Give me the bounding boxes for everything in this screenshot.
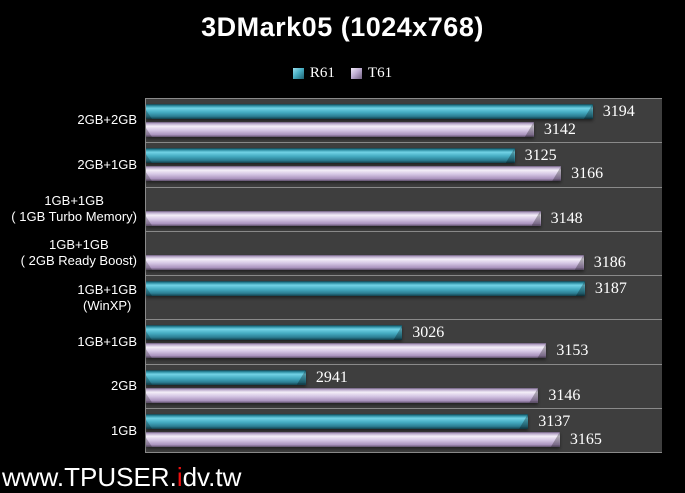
value-label-r61: 3187	[594, 280, 627, 297]
category-band: 3194 3142	[146, 99, 662, 144]
category-cell: 2GB+1GB	[0, 142, 137, 186]
bar-t61	[146, 387, 539, 403]
category-band: 3148	[146, 187, 662, 232]
category-cell: 2GB+2GB	[0, 98, 137, 142]
legend-item-t61: T61	[350, 64, 393, 82]
bar-t61	[146, 210, 541, 226]
legend-swatch-t61-icon	[350, 67, 362, 79]
value-label-t61: 3166	[571, 165, 604, 183]
legend-label-r61: R61	[309, 64, 335, 81]
bar-r61	[146, 104, 593, 119]
bar-r61	[146, 325, 403, 341]
category-label: 1GB+1GB	[77, 334, 137, 350]
category-band: 3125 3166	[146, 143, 662, 188]
category-band: 3026 3153	[146, 320, 662, 365]
category-cell: 2GB	[0, 364, 137, 408]
category-cell: 1GB	[0, 409, 137, 453]
plot-area: 3194 3142 3125 3166 3148 3186 3187 3026 3153 2941…	[145, 98, 662, 453]
value-label-t61: 3165	[569, 430, 602, 448]
bar-r61	[146, 148, 515, 164]
category-axis: 2GB+2GB 2GB+1GB 1GB+1GB ( 1GB Turbo Memory…	[0, 98, 137, 453]
value-label-t61: 3148	[550, 209, 583, 227]
category-label: 1GB	[110, 422, 137, 438]
value-label-r61: 3125	[524, 147, 557, 165]
category-cell: 1GB+1GB ( 1GB Turbo Memory)	[0, 187, 137, 231]
category-label: 1GB+1GB ( 1GB Turbo Memory)	[11, 192, 137, 224]
watermark-highlight: i	[176, 462, 183, 492]
watermark-suffix: dv.tw	[182, 462, 242, 492]
value-label-t61: 3146	[548, 386, 581, 404]
value-label-r61: 3137	[538, 412, 571, 430]
category-band: 3137 3165	[146, 408, 662, 453]
category-band: 3186	[146, 231, 662, 276]
category-cell: 1GB+1GB ( 2GB Ready Boost)	[0, 231, 137, 275]
bar-t61	[146, 122, 534, 137]
legend-label-t61: T61	[367, 64, 393, 81]
watermark: www.TPUSER.idv.tw	[2, 462, 241, 493]
value-label-t61: 3186	[593, 253, 626, 271]
category-label: 2GB+2GB	[77, 112, 137, 128]
legend-swatch-r61-icon	[292, 67, 304, 79]
category-label: 2GB+1GB	[77, 156, 137, 172]
watermark-prefix: www.TPUSER.	[2, 462, 177, 492]
legend: R61 T61	[0, 64, 685, 82]
bar-t61	[146, 343, 547, 359]
category-label: 1GB+1GB (WinXP)	[77, 281, 137, 313]
category-label: 2GB	[110, 378, 137, 394]
category-cell: 1GB+1GB	[0, 320, 137, 364]
category-cell: 1GB+1GB (WinXP)	[0, 276, 137, 320]
category-label: 1GB+1GB ( 2GB Ready Boost)	[20, 237, 137, 269]
bar-t61	[146, 254, 584, 270]
bar-t61	[146, 166, 562, 182]
legend-item-r61: R61	[292, 64, 335, 82]
bar-t61	[146, 431, 560, 447]
chart-title: 3DMark05 (1024x768)	[201, 12, 484, 42]
bar-r61	[146, 413, 529, 429]
value-label-t61: 3142	[543, 121, 576, 138]
bar-r61	[146, 369, 306, 385]
value-label-r61: 3026	[412, 324, 445, 342]
bar-r61	[146, 281, 585, 296]
value-label-r61: 2941	[315, 368, 348, 386]
value-label-r61: 3194	[602, 103, 635, 120]
value-label-t61: 3153	[556, 342, 589, 360]
category-band: 2941 3146	[146, 364, 662, 409]
category-band: 3187	[146, 276, 662, 321]
